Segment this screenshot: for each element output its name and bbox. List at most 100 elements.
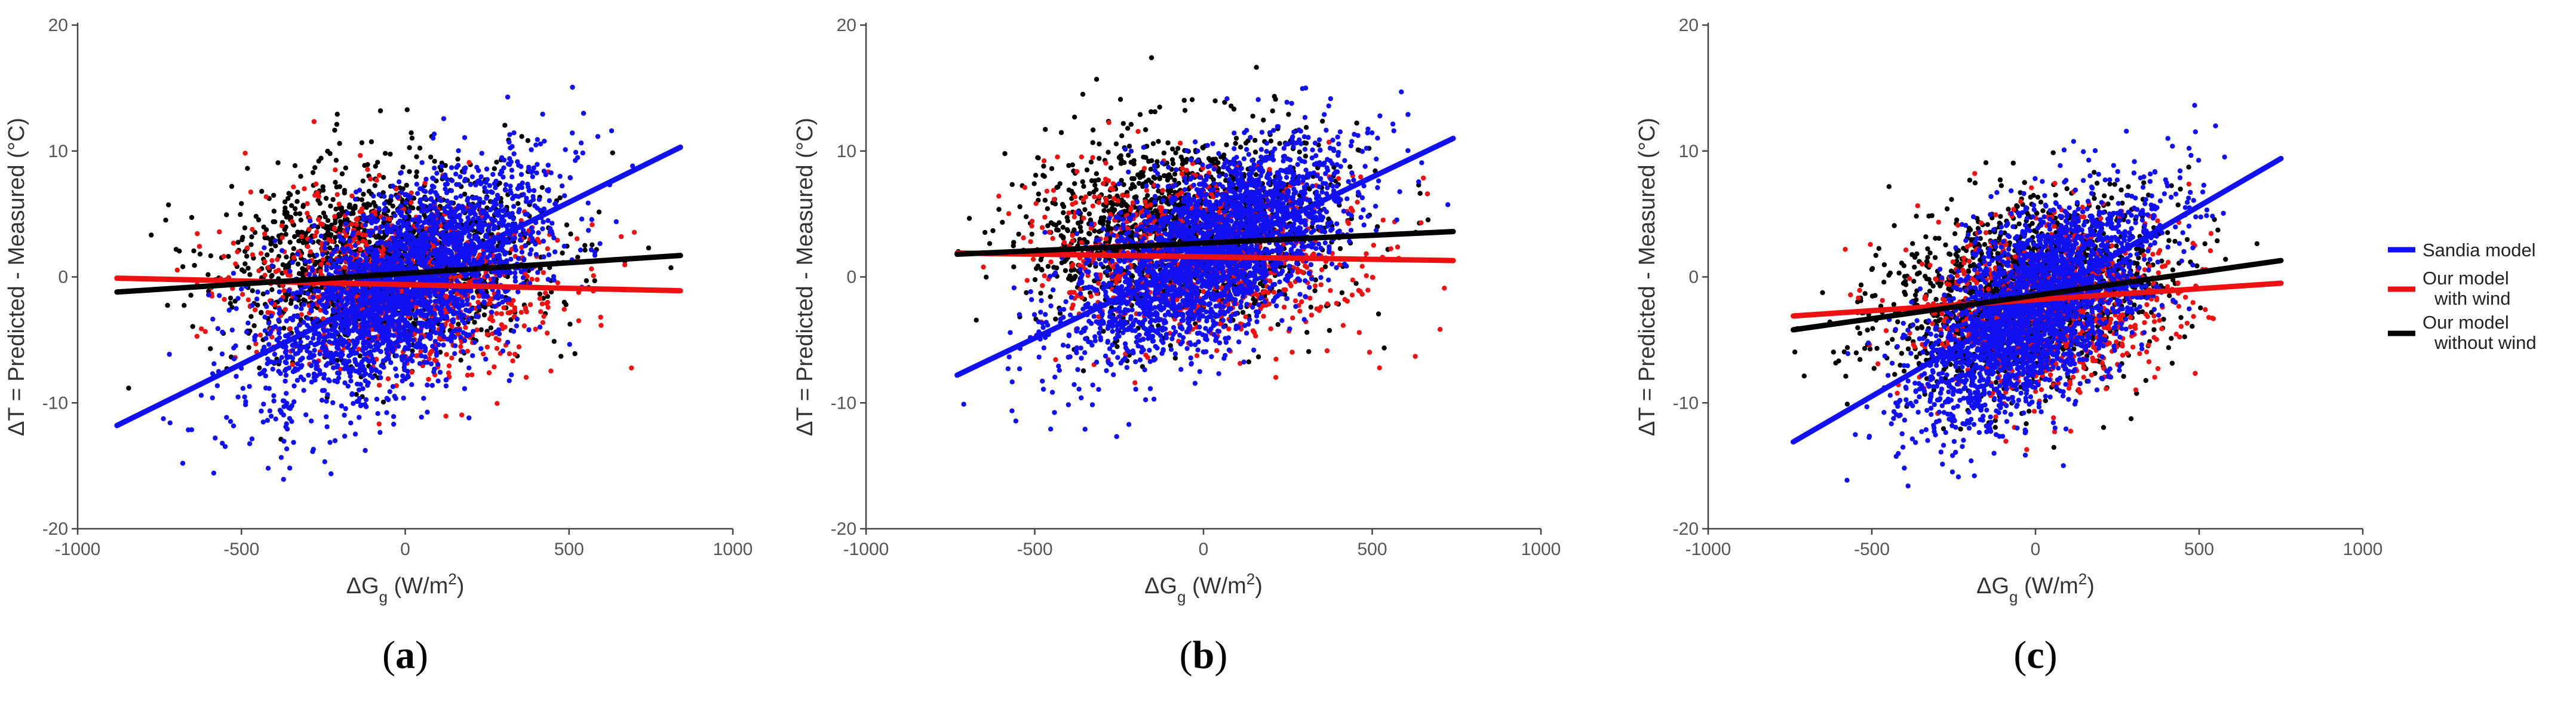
data-point: [515, 289, 521, 295]
data-point: [548, 368, 554, 374]
data-point: [361, 373, 367, 378]
data-point: [311, 446, 316, 452]
data-point: [407, 306, 412, 312]
data-point: [432, 158, 437, 164]
data-point: [272, 351, 278, 357]
data-point: [284, 353, 290, 359]
data-point: [376, 192, 382, 197]
data-point: [428, 237, 434, 242]
data-point: [427, 275, 432, 281]
data-point: [261, 401, 266, 407]
data-point: [298, 357, 303, 363]
data-point: [305, 244, 311, 249]
data-point: [195, 231, 200, 237]
data-point: [458, 335, 463, 340]
data-point: [441, 342, 446, 348]
data-point: [478, 174, 484, 179]
data-point: [269, 247, 274, 253]
data-point: [511, 216, 516, 222]
data-point: [375, 326, 381, 331]
data-point: [343, 165, 348, 171]
data-point: [400, 308, 405, 313]
data-point: [346, 238, 352, 244]
data-point: [535, 277, 540, 283]
data-point: [475, 223, 481, 229]
data-point: [549, 229, 554, 234]
data-point: [380, 299, 386, 304]
data-point: [210, 317, 216, 322]
data-point: [250, 302, 255, 308]
data-point: [622, 262, 628, 268]
data-point: [478, 180, 484, 185]
data-point: [331, 225, 337, 231]
data-point: [552, 249, 558, 255]
data-point: [377, 430, 383, 435]
data-point: [272, 324, 278, 329]
data-point: [180, 461, 186, 466]
data-point: [410, 338, 416, 343]
data-point: [509, 372, 514, 378]
data-point: [439, 244, 444, 250]
data-point: [262, 259, 268, 265]
data-point: [360, 323, 365, 329]
data-point: [332, 127, 337, 133]
data-point: [613, 219, 619, 225]
data-point: [387, 389, 392, 394]
data-point: [421, 312, 426, 317]
data-point: [526, 164, 532, 170]
data-point: [322, 245, 328, 251]
data-point: [454, 164, 459, 170]
data-point: [265, 290, 270, 295]
data-point: [465, 195, 471, 201]
data-point: [269, 313, 274, 319]
data-point: [266, 386, 272, 391]
data-point: [506, 139, 512, 145]
data-point: [374, 397, 380, 402]
data-point: [412, 299, 417, 305]
data-point: [418, 335, 424, 340]
data-point: [251, 323, 257, 329]
data-point: [546, 252, 552, 258]
data-point: [342, 412, 347, 418]
data-point: [382, 325, 388, 330]
data-point: [403, 214, 409, 220]
data-point: [428, 188, 434, 194]
data-point: [255, 302, 260, 308]
data-point: [287, 406, 293, 411]
data-point: [284, 446, 290, 452]
data-point: [545, 246, 550, 252]
data-point: [353, 265, 358, 271]
data-point: [205, 272, 211, 277]
data-point: [281, 326, 287, 331]
data-point: [452, 351, 458, 356]
data-point: [366, 358, 371, 364]
data-point: [321, 210, 327, 216]
data-point: [289, 219, 294, 225]
data-point: [323, 363, 329, 368]
data-point: [409, 382, 415, 387]
data-point: [269, 258, 275, 263]
data-point: [317, 351, 323, 357]
data-point: [435, 378, 441, 384]
data-point: [470, 295, 476, 301]
data-point: [231, 356, 237, 361]
data-point: [231, 423, 237, 428]
data-point: [287, 240, 293, 245]
data-point: [388, 360, 394, 365]
data-point: [508, 270, 513, 275]
data-point: [333, 180, 338, 185]
data-point: [431, 327, 436, 333]
data-point: [449, 324, 455, 329]
data-point: [579, 216, 585, 222]
data-point: [465, 297, 470, 303]
data-point: [269, 300, 274, 305]
data-point: [506, 161, 511, 167]
data-point: [352, 203, 358, 209]
data-point: [278, 297, 284, 302]
data-point: [343, 406, 348, 412]
data-point: [423, 196, 428, 201]
data-point: [397, 240, 402, 245]
data-point: [414, 182, 419, 187]
data-point: [498, 203, 504, 209]
data-point: [334, 330, 340, 335]
